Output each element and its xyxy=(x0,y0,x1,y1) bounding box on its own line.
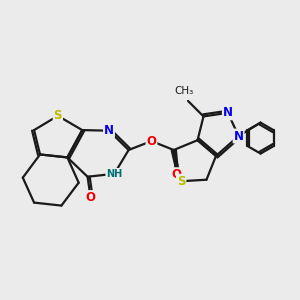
Text: NH: NH xyxy=(106,169,122,179)
Text: S: S xyxy=(177,175,185,188)
Text: O: O xyxy=(171,168,181,181)
Text: N: N xyxy=(223,106,233,119)
Text: O: O xyxy=(85,191,96,204)
Text: N: N xyxy=(104,124,114,137)
Text: CH₃: CH₃ xyxy=(175,85,194,96)
Text: S: S xyxy=(54,109,62,122)
Text: N: N xyxy=(234,130,244,142)
Text: O: O xyxy=(146,135,157,148)
